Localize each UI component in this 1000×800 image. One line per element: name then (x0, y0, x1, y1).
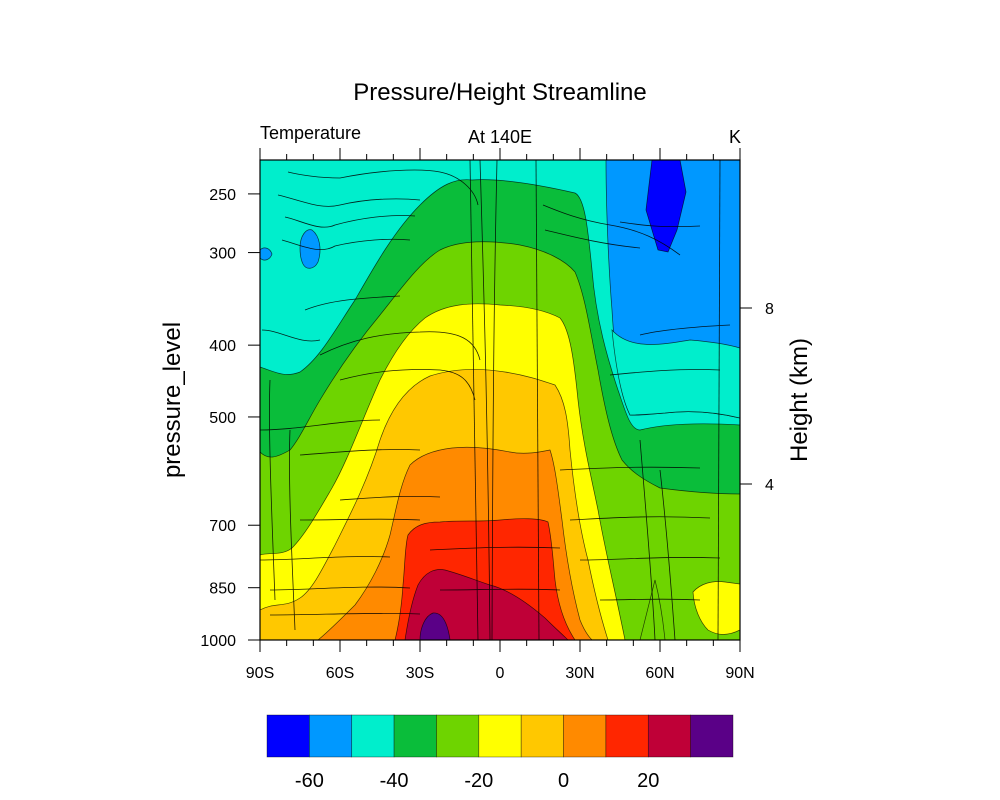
x-tick-label: 30N (565, 665, 594, 682)
streamline (609, 369, 721, 376)
colorbar-swatch (351, 714, 395, 758)
streamline (269, 612, 421, 616)
colorbar-swatch (520, 714, 564, 758)
streamline (535, 160, 540, 640)
streamline (281, 238, 411, 250)
contour-band-4 (639, 579, 666, 640)
y-axis-label: pressure_level (159, 322, 186, 478)
y-tick-label: 300 (209, 246, 236, 263)
y-tick-label: 500 (209, 410, 236, 427)
contour-band-1 (260, 247, 273, 261)
streamline (260, 419, 381, 431)
x-tick-label: 0 (496, 665, 505, 682)
streamline (579, 557, 721, 561)
y-tick-label: 700 (209, 518, 236, 535)
streamline (544, 229, 641, 249)
streamline (284, 215, 416, 228)
colorbar-label: -40 (380, 770, 409, 792)
streamline (439, 588, 561, 591)
left-string: Temperature (260, 123, 361, 143)
streamline (339, 495, 441, 501)
y-tick-label: 250 (209, 187, 236, 204)
colorbar-label: 20 (637, 770, 659, 792)
colorbar-swatch (436, 714, 480, 758)
contour-band-10 (419, 612, 451, 640)
streamline (599, 598, 701, 601)
streamline (289, 429, 296, 631)
y-axis: 250 300 400 500 700 850 1000 (200, 187, 260, 650)
streamline (299, 518, 421, 521)
colorbar-swatch (309, 714, 353, 758)
colorbar-swatch (266, 714, 310, 758)
x-tick-label: 60N (645, 665, 674, 682)
contour-fill-layer (260, 160, 740, 640)
contour-band-1 (299, 229, 321, 269)
streamline (569, 516, 711, 521)
colorbar-swatch (478, 714, 522, 758)
colorbar-swatch (605, 714, 649, 758)
streamline (269, 586, 411, 591)
streamline (277, 194, 421, 207)
streamline (559, 466, 701, 471)
streamline (269, 379, 276, 601)
streamline (319, 331, 481, 361)
y-tick-label: 850 (209, 581, 236, 598)
right-height-axis: 84 (740, 301, 774, 494)
y-tick-label: 1000 (200, 633, 236, 650)
right-string: K (729, 127, 741, 147)
streamline (479, 160, 491, 640)
y-tick-label: 400 (209, 338, 236, 355)
streamline (542, 204, 681, 256)
colorbar-swatch (690, 714, 734, 758)
x-tick-label: 90N (725, 665, 754, 682)
colorbar-swatch (563, 714, 607, 758)
colorbar-label: -20 (464, 770, 493, 792)
right-tick-label: 4 (765, 477, 774, 494)
colorbar: -60 -40 -20 0 20 (266, 714, 734, 792)
streamline (659, 469, 676, 640)
streamline (299, 449, 421, 456)
x-axis: 90S 60S 30S 0 30N 60N 90N (246, 148, 755, 682)
streamline (287, 169, 479, 206)
right-axis-label: Height (km) (786, 338, 813, 462)
streamline (639, 439, 656, 640)
streamline (339, 369, 476, 401)
contour-band-0 (645, 160, 687, 253)
colorbar-swatch (647, 714, 691, 758)
x-tick-label: 60S (326, 665, 354, 682)
streamline (261, 329, 321, 342)
center-string: At 140E (468, 127, 532, 147)
streamline (639, 324, 731, 336)
x-tick-label: 90S (246, 665, 274, 682)
streamline (619, 221, 701, 228)
streamline (429, 546, 561, 551)
contour-band-5 (692, 581, 740, 635)
right-tick-label: 8 (765, 301, 774, 318)
chart-title: Pressure/Height Streamline (353, 79, 646, 106)
x-tick-label: 30S (406, 665, 434, 682)
contour-band-2 (611, 328, 740, 419)
colorbar-label: -60 (295, 770, 324, 792)
colorbar-swatch (393, 714, 437, 758)
streamline (304, 295, 401, 311)
streamline (491, 160, 498, 640)
colorbar-label: 0 (558, 770, 569, 792)
